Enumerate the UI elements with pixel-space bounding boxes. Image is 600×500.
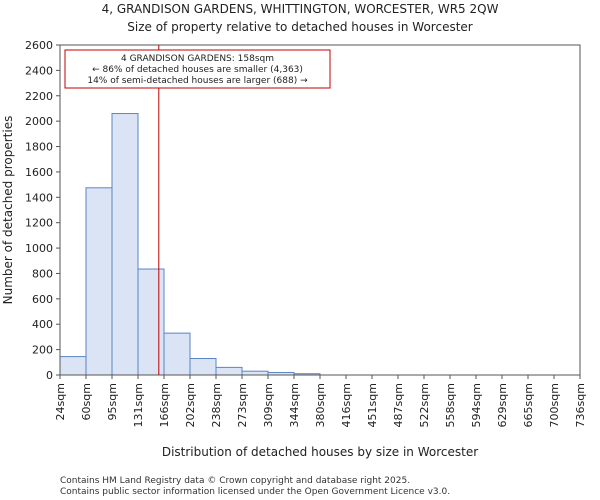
chart-title-line1: 4, GRANDISON GARDENS, WHITTINGTON, WORCE…	[102, 2, 499, 16]
y-tick-label-2400: 2400	[25, 64, 53, 77]
x-tick-label-24sqm: 24sqm	[54, 383, 67, 420]
y-tick-label-400: 400	[32, 318, 53, 331]
y-tick-label-600: 600	[32, 293, 53, 306]
footer-line1: Contains HM Land Registry data © Crown c…	[60, 476, 410, 486]
bar-24sqm	[59, 356, 87, 376]
annotation-line3: 14% of semi-detached houses are larger (…	[87, 76, 308, 86]
x-tick-label-344sqm: 344sqm	[288, 383, 301, 427]
y-tick-label-1400: 1400	[25, 191, 53, 204]
chart-title-line2: Size of property relative to detached ho…	[127, 20, 473, 34]
y-tick-label-2200: 2200	[25, 90, 53, 103]
y-axis-label: Number of detached properties	[1, 116, 15, 305]
x-tick-label-380sqm: 380sqm	[314, 383, 327, 427]
x-tick-label-629sqm: 629sqm	[496, 383, 509, 427]
x-tick-label-736sqm: 736sqm	[574, 383, 587, 427]
x-tick-label-273sqm: 273sqm	[236, 383, 249, 427]
x-tick-label-131sqm: 131sqm	[132, 383, 145, 427]
x-tick-label-416sqm: 416sqm	[340, 383, 353, 427]
y-tick-label-1800: 1800	[25, 141, 53, 154]
y-tick-label-2000: 2000	[25, 115, 53, 128]
x-tick-label-594sqm: 594sqm	[470, 383, 483, 427]
x-tick-label-522sqm: 522sqm	[418, 383, 431, 427]
bar-131sqm	[137, 268, 165, 376]
x-axis-label: Distribution of detached houses by size …	[162, 445, 478, 459]
x-tick-label-166sqm: 166sqm	[158, 383, 171, 427]
annotation-line2: ← 86% of detached houses are smaller (4,…	[92, 65, 303, 75]
x-tick-label-309sqm: 309sqm	[262, 383, 275, 427]
x-tick-label-665sqm: 665sqm	[522, 383, 535, 427]
annotation-line1: 4 GRANDISON GARDENS: 158sqm	[121, 54, 274, 64]
plot-area: 0 200 400 600 800 1000 1200 1400 1600 1800 2000 220…	[25, 39, 587, 427]
bar-273sqm	[241, 370, 269, 376]
annotation-box	[64, 49, 331, 89]
bar-238sqm	[215, 366, 243, 376]
y-tick-label-1200: 1200	[25, 217, 53, 230]
x-tick-label-60sqm: 60sqm	[80, 383, 93, 420]
x-tick-label-202sqm: 202sqm	[184, 383, 197, 427]
y-tick-label-200: 200	[32, 344, 53, 357]
bar-166sqm	[163, 332, 191, 376]
x-tick-label-487sqm: 487sqm	[392, 383, 405, 427]
y-tick-label-1000: 1000	[25, 242, 53, 255]
x-tick-label-238sqm: 238sqm	[210, 383, 223, 427]
y-tick-label-800: 800	[32, 267, 53, 280]
bar-60sqm	[85, 187, 113, 376]
y-tick-label-0: 0	[46, 369, 53, 382]
x-tick-label-451sqm: 451sqm	[366, 383, 379, 427]
x-tick-label-558sqm: 558sqm	[444, 383, 457, 427]
y-tick-label-2600: 2600	[25, 39, 53, 52]
bar-95sqm	[111, 113, 139, 376]
x-tick-label-700sqm: 700sqm	[548, 383, 561, 427]
x-tick-label-95sqm: 95sqm	[106, 383, 119, 420]
footer-line2: Contains public sector information licen…	[60, 487, 450, 497]
bar-202sqm	[189, 358, 217, 376]
y-tick-label-1600: 1600	[25, 166, 53, 179]
